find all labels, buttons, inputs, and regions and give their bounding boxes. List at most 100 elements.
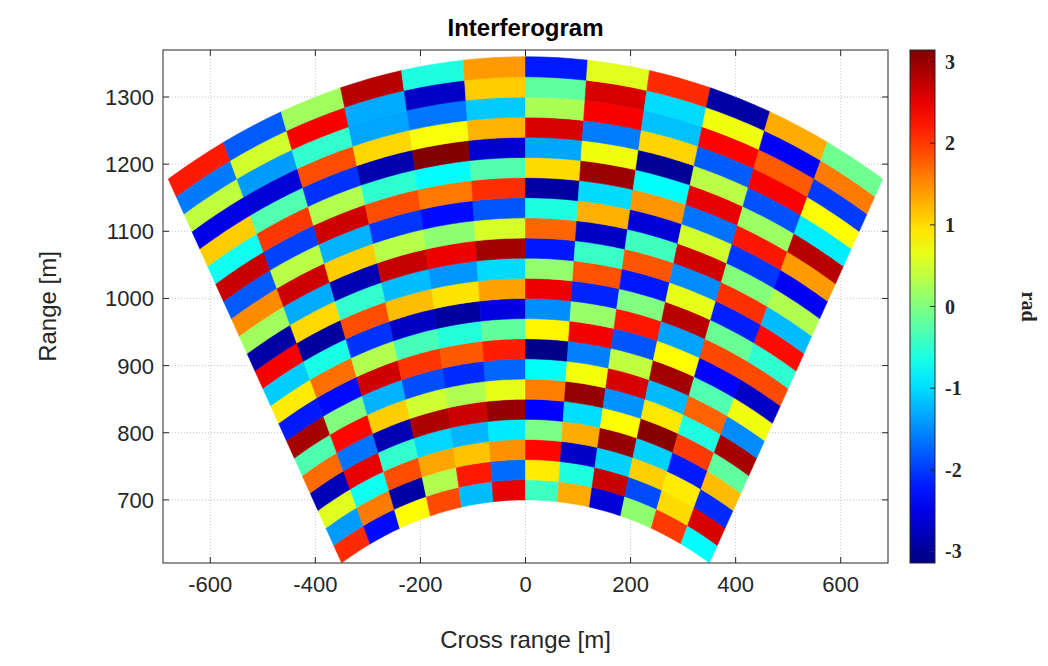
x-tick-label: 600 [822, 572, 859, 597]
tick [163, 231, 169, 232]
grid-line [840, 50, 841, 563]
cell [341, 71, 405, 108]
cell [168, 142, 230, 196]
cell [526, 77, 587, 100]
cell [476, 238, 526, 261]
cell [526, 218, 577, 241]
colorbar-tick [930, 61, 935, 62]
cell [821, 142, 883, 196]
cell [471, 178, 525, 201]
cell [526, 419, 564, 441]
cell [526, 97, 586, 120]
x-tick-label: -400 [293, 572, 337, 597]
cell [401, 60, 464, 90]
x-tick-label: 200 [612, 572, 649, 597]
colorbar-title: rad [1018, 292, 1040, 322]
cell [764, 112, 827, 161]
cell [526, 238, 576, 261]
cell [474, 218, 525, 241]
cell [526, 178, 580, 201]
x-tick-label: -200 [398, 572, 442, 597]
tick [882, 365, 888, 366]
cell [467, 117, 525, 140]
tick [882, 231, 888, 232]
tick [882, 432, 888, 433]
tick [315, 50, 316, 56]
cell [489, 439, 525, 461]
cell [526, 399, 565, 421]
tick [163, 365, 169, 366]
plot-frame [163, 50, 888, 563]
tick [420, 50, 421, 56]
cell [224, 112, 287, 161]
colorbar-tick-label: 3 [945, 51, 955, 73]
cell [526, 278, 573, 301]
cell [482, 339, 525, 361]
title: Interferogram [447, 14, 603, 41]
cell [526, 117, 584, 140]
cell [492, 480, 525, 502]
cell [465, 77, 526, 100]
cell [485, 379, 525, 401]
colorbar-tick [930, 551, 935, 552]
y-tick-label: 1000 [105, 286, 154, 311]
tick [420, 557, 421, 563]
x-tick-label: 0 [519, 572, 531, 597]
cell [586, 60, 649, 90]
tick [210, 557, 211, 563]
y-tick-label: 700 [117, 488, 154, 513]
colorbar-tick [930, 143, 935, 144]
cell [469, 137, 526, 160]
colorbar-tick-label: -3 [945, 540, 962, 562]
cell [526, 379, 566, 401]
tick [630, 50, 631, 56]
cell [526, 339, 569, 361]
tick [315, 557, 316, 563]
y-tick-label: 1100 [107, 219, 154, 244]
tick [163, 499, 169, 500]
cell [526, 137, 583, 160]
cell [470, 157, 525, 180]
cell [478, 278, 525, 301]
tick [882, 164, 888, 165]
y-tick-label: 1200 [105, 152, 154, 177]
y-tick-label: 1300 [105, 85, 154, 110]
cell [526, 359, 568, 381]
colorbar-tick-label: 0 [945, 296, 955, 318]
cell [526, 480, 559, 502]
cell [484, 359, 526, 381]
cell [526, 298, 572, 321]
colorbar-tick-label: 1 [945, 214, 955, 236]
background [0, 0, 1048, 666]
axes: -600-400-2000200400600700800900100011001… [105, 50, 888, 597]
colorbar-tick-label: -1 [945, 377, 962, 399]
cell [647, 71, 711, 108]
tick [735, 557, 736, 563]
tick [163, 432, 169, 433]
tick [163, 97, 169, 98]
grid-line [210, 50, 211, 563]
colorbar-tick [930, 388, 935, 389]
tick [525, 50, 526, 56]
cell [526, 198, 579, 221]
tick [840, 557, 841, 563]
colorbar-tick [930, 469, 935, 470]
tick [630, 557, 631, 563]
cell [488, 419, 526, 441]
cells [168, 57, 883, 563]
x-axis-title: Cross range [m] [440, 626, 611, 653]
cell [466, 97, 526, 120]
chart: -600-400-2000200400600700800900100011001… [0, 0, 1048, 666]
cell [491, 460, 526, 482]
tick [210, 50, 211, 56]
tick [882, 298, 888, 299]
cell [473, 198, 526, 221]
grid [163, 50, 888, 563]
cell [480, 298, 526, 321]
tick [840, 50, 841, 56]
cell [526, 319, 570, 342]
y-tick-label: 800 [117, 421, 154, 446]
tick [735, 50, 736, 56]
cell [706, 88, 770, 131]
x-tick-label: 400 [717, 572, 754, 597]
